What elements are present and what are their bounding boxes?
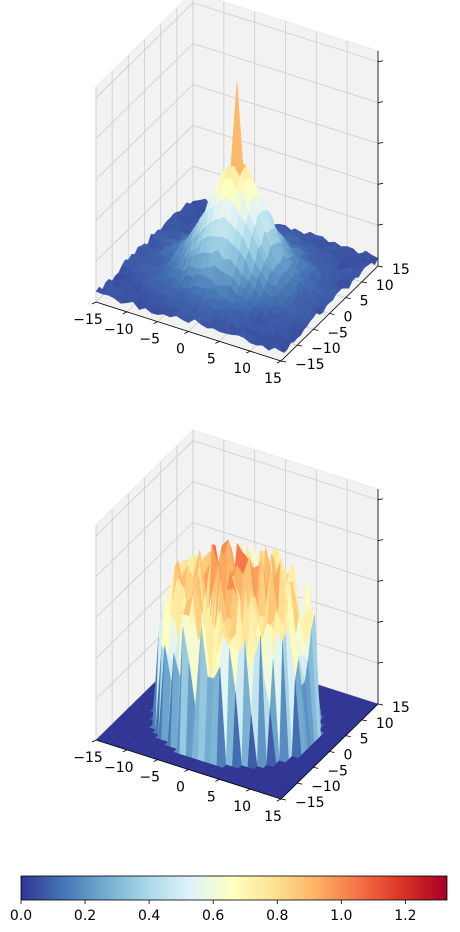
- colorbar-gradient: [20, 875, 448, 901]
- x-tick-label: 15: [264, 371, 282, 387]
- colorbar-tick-label: 1.2: [394, 908, 416, 924]
- colorbar: 0.0 0.2 0.4 0.6 0.8 1.0 1.2: [10, 875, 448, 924]
- y-tick-label: 5: [360, 294, 369, 310]
- y-tick-label: 15: [392, 700, 410, 716]
- surface-mesh: [95, 82, 379, 353]
- y-tick-label: −15: [295, 357, 325, 373]
- y-tick-label: 10: [376, 716, 394, 732]
- y-tick-label: −10: [311, 341, 341, 357]
- colorbar-tick-label: 0.0: [10, 908, 32, 924]
- y-tick-label: −5: [327, 763, 348, 779]
- x-tick-label: 10: [233, 799, 251, 815]
- colorbar-tick-label: 0.6: [202, 908, 224, 924]
- y-tick-label: −5: [327, 325, 348, 341]
- z-tick: [377, 539, 384, 541]
- y-tick-label: 15: [392, 262, 410, 278]
- z-tick: [377, 580, 384, 582]
- z-tick: [377, 223, 384, 226]
- x-tick-label: −5: [139, 332, 160, 348]
- z-tick: [377, 142, 384, 144]
- z-tick: [377, 60, 384, 63]
- x-tick-label: 15: [264, 809, 282, 825]
- z-tick: [377, 498, 384, 501]
- x-tick-label: −15: [73, 312, 103, 328]
- z-tick: [377, 620, 384, 623]
- x-tick-label: −10: [104, 322, 134, 338]
- z-tick: [377, 661, 384, 664]
- x-tick-label: −5: [139, 770, 160, 786]
- x-tick-label: 5: [207, 789, 216, 805]
- y-tick-label: 0: [344, 748, 353, 764]
- x-tick-label: −10: [104, 760, 134, 776]
- y-tick-label: −15: [295, 795, 325, 811]
- x-tick-label: 0: [176, 342, 185, 358]
- z-tick: [377, 101, 384, 103]
- y-tick-label: 10: [376, 278, 394, 294]
- y-tick-label: 0: [344, 310, 353, 326]
- colorbar-tick-label: 1.0: [330, 908, 352, 924]
- y-tick-label: 5: [360, 732, 369, 748]
- x-tick-label: 0: [176, 780, 185, 796]
- x-tick-label: 10: [233, 361, 251, 377]
- colorbar-tick-label: 0.4: [138, 908, 160, 924]
- colorbar-tick-label: 0.2: [74, 908, 96, 924]
- x-tick-label: 5: [207, 351, 216, 367]
- colorbar-tick-label: 0.8: [266, 908, 288, 924]
- z-tick: [377, 182, 384, 185]
- y-tick-label: −10: [311, 779, 341, 795]
- x-tick-label: −15: [73, 750, 103, 766]
